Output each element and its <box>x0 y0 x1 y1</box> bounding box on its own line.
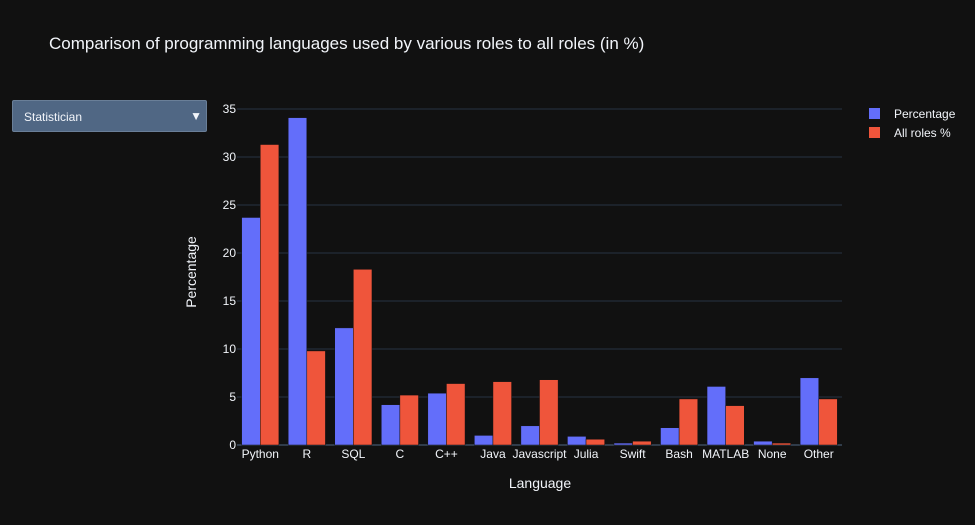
bar-percentage[interactable] <box>427 392 447 446</box>
x-tick-label: Python <box>242 447 279 461</box>
bar-percentage[interactable] <box>613 442 633 446</box>
bar-percentage[interactable] <box>474 435 494 446</box>
bar-all-roles[interactable] <box>446 383 466 446</box>
bar-percentage[interactable] <box>241 217 261 446</box>
bar-all-roles[interactable] <box>260 144 280 446</box>
bar-all-roles[interactable] <box>725 405 745 446</box>
bars <box>241 117 838 446</box>
x-tick-label: Bash <box>665 447 692 461</box>
bar-all-roles[interactable] <box>492 381 512 446</box>
legend: Percentage All roles % <box>869 107 956 140</box>
x-tick-label: R <box>302 447 311 461</box>
bar-all-roles[interactable] <box>585 438 605 446</box>
x-tick-label: Swift <box>620 447 647 461</box>
y-tick-label: 35 <box>223 102 237 116</box>
bar-percentage[interactable] <box>567 436 587 446</box>
y-axis-title: Percentage <box>183 236 199 308</box>
x-tick-label: Javascript <box>512 447 567 461</box>
x-tick-label: C <box>396 447 405 461</box>
bar-percentage[interactable] <box>287 117 308 446</box>
bar-all-roles[interactable] <box>306 350 326 446</box>
role-dropdown[interactable]: Statistician ▼ <box>12 100 207 132</box>
bar-all-roles[interactable] <box>539 379 559 446</box>
bar-percentage[interactable] <box>520 425 540 446</box>
y-tick-label: 5 <box>229 390 236 404</box>
bar-percentage[interactable] <box>753 440 773 446</box>
bar-all-roles[interactable] <box>771 442 792 446</box>
x-tick-label: SQL <box>341 447 365 461</box>
x-tick-label: C++ <box>435 447 458 461</box>
bar-percentage[interactable] <box>381 404 401 446</box>
axes: 0 5 10 15 20 25 30 35 Python R SQL C C++ Java Javascri… <box>223 102 834 461</box>
role-dropdown-selected: Statistician <box>24 110 83 124</box>
bar-percentage[interactable] <box>706 386 726 446</box>
x-tick-label: None <box>758 447 787 461</box>
y-tick-label: 0 <box>229 438 236 452</box>
legend-label[interactable]: Percentage <box>894 107 956 121</box>
x-tick-label: MATLAB <box>702 447 749 461</box>
x-tick-label: Java <box>480 447 506 461</box>
legend-swatch[interactable] <box>869 127 880 138</box>
bar-all-roles[interactable] <box>632 440 652 446</box>
bar-all-roles[interactable] <box>678 398 698 446</box>
chart-title: Comparison of programming languages used… <box>49 34 645 53</box>
y-tick-label: 20 <box>223 246 237 260</box>
y-tick-label: 10 <box>223 342 237 356</box>
bar-all-roles[interactable] <box>353 269 373 446</box>
bar-percentage[interactable] <box>799 377 819 446</box>
bar-all-roles[interactable] <box>399 394 419 446</box>
x-axis-title: Language <box>509 475 572 491</box>
triangle-down-icon: ▼ <box>190 109 202 123</box>
y-tick-label: 15 <box>223 294 237 308</box>
y-tick-label: 30 <box>223 150 237 164</box>
legend-label[interactable]: All roles % <box>894 126 951 140</box>
x-tick-label: Julia <box>574 447 599 461</box>
legend-swatch[interactable] <box>869 108 880 119</box>
bar-percentage[interactable] <box>334 327 354 446</box>
x-tick-label: Other <box>804 447 834 461</box>
y-tick-label: 25 <box>223 198 237 212</box>
bar-all-roles[interactable] <box>818 398 838 446</box>
bar-percentage[interactable] <box>660 427 680 446</box>
